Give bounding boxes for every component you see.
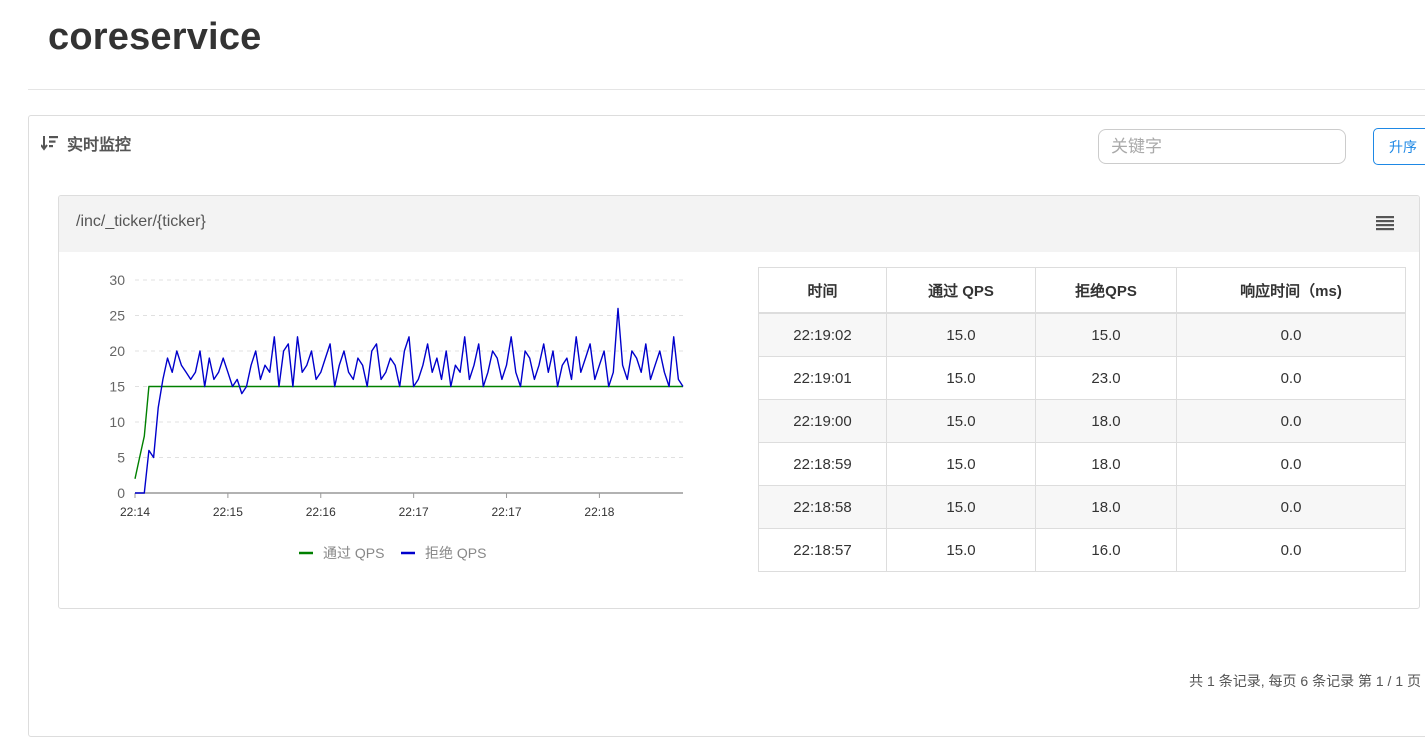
metrics-table: 时间 通过 QPS 拒绝QPS 响应时间（ms) 22:19:02 15.0 1… [758, 267, 1406, 572]
panel-heading: 实时监控 [41, 131, 131, 155]
y-tick-label: 25 [109, 308, 125, 324]
legend-label-pass-qps: 通过 QPS [323, 545, 384, 561]
cell-pass-qps: 15.0 [886, 528, 1036, 572]
cell-response-time: 0.0 [1176, 356, 1406, 400]
cell-response-time: 0.0 [1176, 485, 1406, 529]
cell-block-qps: 18.0 [1035, 485, 1177, 529]
resource-card: /inc/_ticker/{ticker} 0 5 10 15 20 25 30 22:14 2… [58, 195, 1420, 609]
cell-time: 22:19:00 [758, 399, 887, 443]
x-tick-label: 22:16 [306, 505, 336, 519]
title-divider [28, 89, 1425, 90]
column-header-pass-qps: 通过 QPS [886, 267, 1036, 314]
qps-chart-svg: 0 5 10 15 20 25 30 22:14 22:15 22:16 22:17 22:17 22:… [109, 272, 684, 561]
column-header-time: 时间 [758, 267, 887, 314]
cell-time: 22:19:02 [758, 312, 887, 357]
y-tick-label: 15 [109, 379, 125, 395]
app-title: coreservice [48, 16, 262, 58]
table-row: 22:19:02 15.0 15.0 0.0 [758, 312, 1406, 357]
cell-time: 22:19:01 [758, 356, 887, 400]
sort-desc-icon [41, 136, 58, 151]
table-row: 22:18:57 15.0 16.0 0.0 [758, 528, 1406, 572]
y-tick-label: 10 [109, 414, 125, 430]
x-tick-label: 22:18 [584, 505, 614, 519]
cell-pass-qps: 15.0 [886, 485, 1036, 529]
cell-response-time: 0.0 [1176, 312, 1406, 357]
card-header: /inc/_ticker/{ticker} [59, 196, 1419, 252]
cell-response-time: 0.0 [1176, 528, 1406, 572]
cell-time: 22:18:58 [758, 485, 887, 529]
cell-pass-qps: 15.0 [886, 356, 1036, 400]
column-header-response-time: 响应时间（ms) [1176, 267, 1406, 314]
cell-pass-qps: 15.0 [886, 399, 1036, 443]
x-tick-label: 22:17 [399, 505, 429, 519]
column-header-block-qps: 拒绝QPS [1035, 267, 1177, 314]
table-row: 22:18:58 15.0 18.0 0.0 [758, 485, 1406, 529]
cell-time: 22:18:57 [758, 528, 887, 572]
x-tick-label: 22:14 [120, 505, 150, 519]
y-tick-label: 30 [109, 272, 125, 288]
y-tick-label: 5 [117, 450, 125, 466]
panel-heading-label: 实时监控 [67, 137, 132, 154]
cell-response-time: 0.0 [1176, 399, 1406, 443]
cell-block-qps: 23.0 [1035, 356, 1177, 400]
legend-label-block-qps: 拒绝 QPS [425, 545, 486, 561]
cell-block-qps: 16.0 [1035, 528, 1177, 572]
cell-block-qps: 18.0 [1035, 442, 1177, 486]
sort-ascending-button[interactable]: 升序 [1373, 128, 1425, 165]
cell-time: 22:18:59 [758, 442, 887, 486]
y-tick-label: 0 [117, 485, 125, 501]
table-row: 22:19:00 15.0 18.0 0.0 [758, 399, 1406, 443]
resource-path: /inc/_ticker/{ticker} [76, 213, 206, 230]
table-row: 22:18:59 15.0 18.0 0.0 [758, 442, 1406, 486]
pass-qps-series-line [134, 385, 683, 479]
menu-icon[interactable] [1375, 215, 1395, 231]
cell-response-time: 0.0 [1176, 442, 1406, 486]
keyword-search-input[interactable] [1098, 129, 1346, 164]
qps-chart: 0 5 10 15 20 25 30 22:14 22:15 22:16 22:17 22:17 22:… [59, 252, 719, 587]
cell-block-qps: 18.0 [1035, 399, 1177, 443]
cell-pass-qps: 15.0 [886, 312, 1036, 357]
block-qps-series-line [135, 307, 684, 494]
table-row: 22:19:01 15.0 23.0 0.0 [758, 356, 1406, 400]
x-tick-label: 22:17 [492, 505, 522, 519]
table-header-row: 时间 通过 QPS 拒绝QPS 响应时间（ms) [758, 267, 1406, 314]
cell-pass-qps: 15.0 [886, 442, 1036, 486]
y-tick-label: 20 [109, 343, 125, 359]
pagination-summary: 共 1 条记录, 每页 6 条记录 第 1 / 1 页 [1189, 673, 1421, 689]
x-tick-label: 22:15 [213, 505, 243, 519]
cell-block-qps: 15.0 [1035, 312, 1177, 357]
monitor-panel: 实时监控 升序 /inc/_ticker/{ticker} 0 5 10 15 20 25… [28, 115, 1425, 737]
